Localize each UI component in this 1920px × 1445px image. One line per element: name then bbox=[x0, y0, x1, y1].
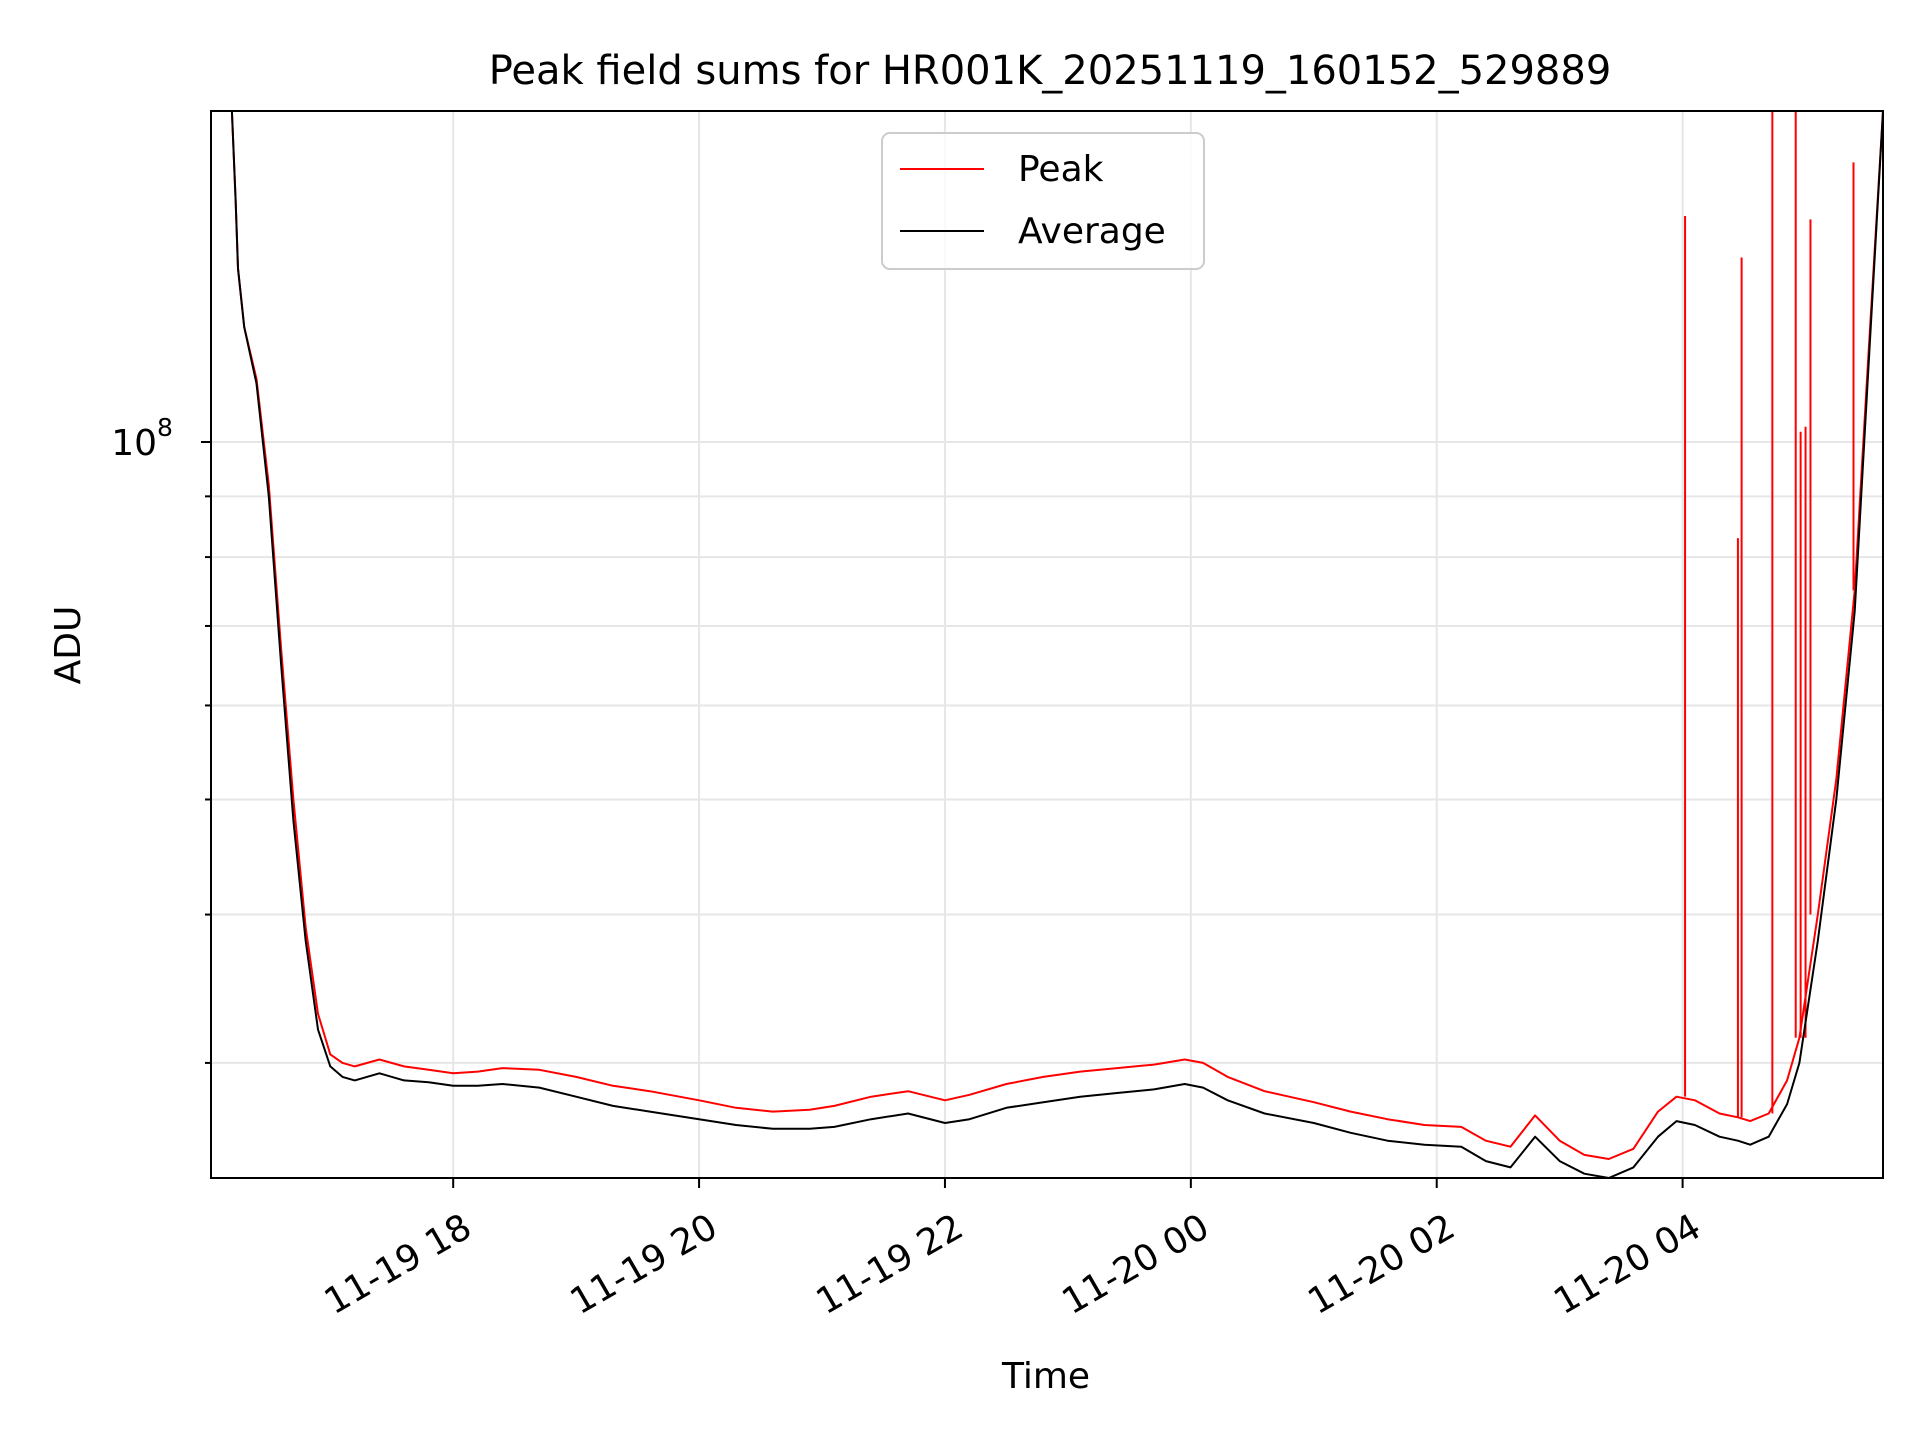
legend: Peak Average bbox=[881, 132, 1205, 270]
series-line-peak bbox=[230, 111, 1883, 1160]
chart-title: Peak field sums for HR001K_20251119_1601… bbox=[489, 48, 1612, 94]
y-axis-label: ADU bbox=[48, 606, 89, 685]
legend-label-peak: Peak bbox=[1018, 149, 1104, 190]
series-line-average bbox=[230, 111, 1883, 1178]
grid-layer bbox=[211, 111, 1883, 1178]
y-axis-ticks: 10 8 bbox=[111, 413, 211, 1064]
plot-area bbox=[211, 111, 1883, 1178]
x-axis-label: Time bbox=[1001, 1356, 1090, 1397]
legend-frame bbox=[881, 132, 1205, 270]
plot-frame bbox=[210, 110, 1884, 1179]
series-layer bbox=[230, 111, 1883, 1178]
legend-label-average: Average bbox=[1018, 211, 1166, 252]
y-tick-label-exponent: 8 bbox=[157, 413, 173, 442]
y-tick-label: 10 bbox=[111, 423, 157, 464]
